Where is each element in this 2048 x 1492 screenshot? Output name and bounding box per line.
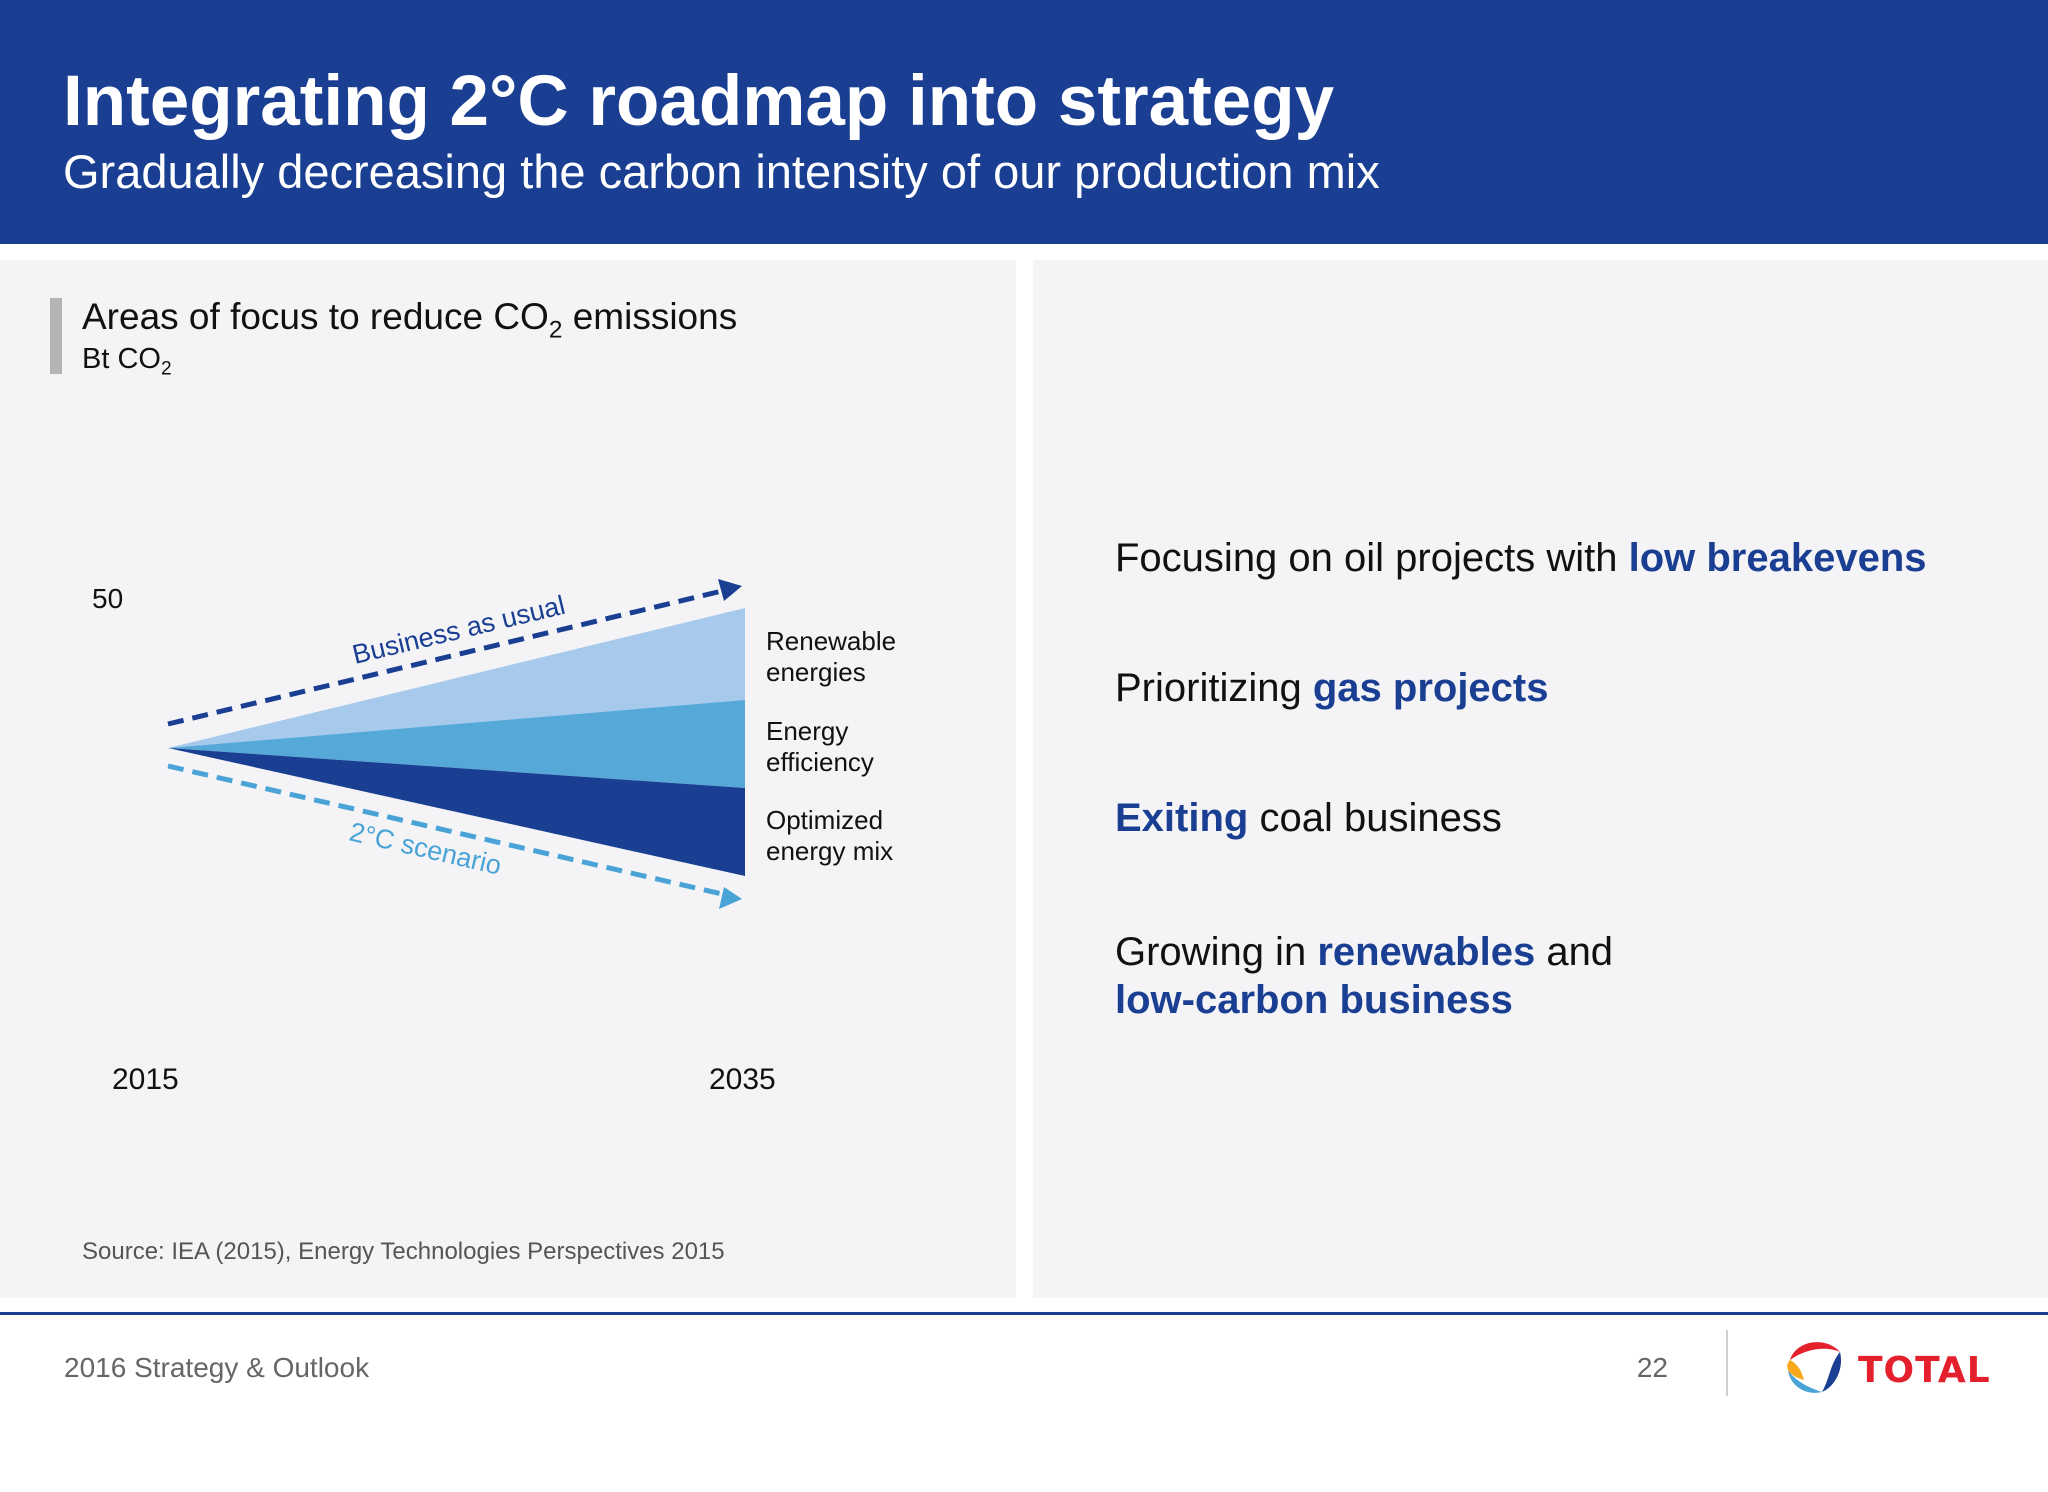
strategy-item-gas: Prioritizing gas projects	[1115, 666, 1549, 710]
legend-optimized-energy-mix: Optimized energy mix	[766, 805, 893, 866]
wedge-optimized-energy-mix	[168, 748, 745, 876]
legend-energy-efficiency: Energy efficiency	[766, 716, 874, 777]
chart-title-accent-bar	[50, 298, 62, 374]
emissions-chart: 50 Business as usual 2°C scenario Renewa…	[92, 579, 903, 1096]
strategy-panel	[1033, 260, 2048, 1298]
footer-divider-line	[0, 1312, 2048, 1315]
x-tick-label-end: 2035	[709, 1063, 776, 1096]
business-as-usual-arrowhead	[718, 579, 742, 601]
footer-vertical-divider	[1726, 1330, 1728, 1396]
y-tick-label: 50	[92, 583, 123, 614]
chart-title: Areas of focus to reduce CO2 emissions	[82, 296, 738, 344]
footer-label: 2016 Strategy & Outlook	[64, 1352, 370, 1383]
page-subtitle: Gradually decreasing the carbon intensit…	[63, 145, 1380, 198]
chart-unit: Bt CO2	[82, 343, 172, 380]
page-number: 22	[1636, 1352, 1668, 1383]
x-tick-label-start: 2015	[112, 1063, 179, 1096]
two-degree-scenario-line	[167, 763, 723, 897]
total-logo-icon	[1786, 1338, 1842, 1394]
strategy-item-renewables: Growing in renewables and low-carbon busi…	[1115, 930, 1614, 1022]
strategy-item-oil: Focusing on oil projects with low breake…	[1115, 536, 1927, 580]
total-logo-text: TOTAL	[1858, 1350, 1991, 1391]
strategy-item-coal: Exiting coal business	[1115, 796, 1502, 840]
business-as-usual-line	[167, 588, 723, 727]
business-as-usual-label: Business as usual	[349, 590, 568, 670]
two-degree-scenario-arrowhead	[719, 887, 742, 909]
header-banner: Integrating 2°C roadmap into strategy Gr…	[0, 0, 2048, 244]
wedge-renewable-energies	[168, 608, 745, 748]
page-title: Integrating 2°C roadmap into strategy	[63, 62, 1335, 141]
wedge-energy-efficiency	[168, 700, 745, 788]
legend-renewable-energies: Renewable energies	[766, 626, 903, 687]
chart-source-note: Source: IEA (2015), Energy Technologies …	[82, 1238, 725, 1265]
